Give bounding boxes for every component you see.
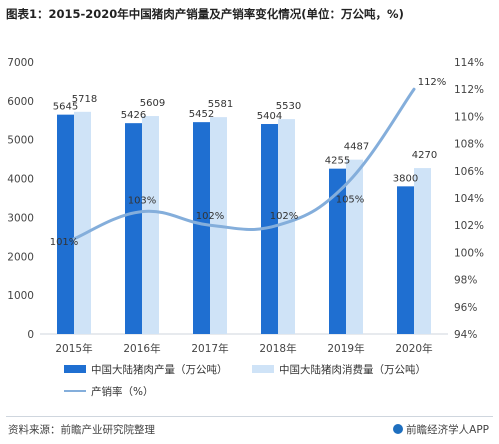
y-right-tick-label: 96% <box>454 302 477 314</box>
y-left-tick-label: 1000 <box>7 290 34 302</box>
brand-credit: 前瞻经济学人APP <box>393 422 489 437</box>
data-label-rate: 103% <box>128 196 157 207</box>
bar-production <box>193 122 210 335</box>
legend-item-production: 中国大陆猪肉产量（万公吨） <box>64 362 228 377</box>
legend-swatch-consumption <box>252 365 274 373</box>
brand-logo-icon <box>393 424 404 434</box>
bar-consumption <box>74 111 91 335</box>
y-left-tick-label: 3000 <box>7 212 34 224</box>
data-label-rate: 105% <box>336 194 365 205</box>
data-label-production: 5404 <box>257 111 282 122</box>
y-right-tick-label: 100% <box>454 247 484 259</box>
data-label-consumption: 4487 <box>344 142 369 153</box>
x-tick-label: 2016年 <box>123 342 160 355</box>
legend-swatch-rate <box>64 390 86 392</box>
bar-production <box>397 186 414 334</box>
data-label-rate: 102% <box>196 211 225 222</box>
data-label-production: 5452 <box>189 109 214 120</box>
bar-consumption <box>346 159 363 334</box>
source-note: 资料来源：前瞻产业研究院整理 <box>8 424 155 436</box>
y-left-tick-label: 0 <box>27 329 34 341</box>
bar-production <box>57 114 74 334</box>
chart-title: 图表1：2015-2020年中国猪肉产销量及产销率变化情况(单位：万公吨，%) <box>6 7 404 21</box>
legend-label-rate: 产销率（%） <box>91 386 154 398</box>
y-right-tick-label: 112% <box>454 84 484 96</box>
data-label-consumption: 5581 <box>208 99 233 110</box>
data-label-production: 5645 <box>53 102 78 113</box>
data-label-consumption: 4270 <box>412 150 437 161</box>
y-left-tick-label: 2000 <box>7 251 34 263</box>
data-label-production: 3800 <box>393 173 418 184</box>
x-tick-label: 2018年 <box>259 342 296 355</box>
brand-name: 前瞻经济学人APP <box>406 424 489 436</box>
data-label-consumption: 5530 <box>276 101 301 112</box>
x-tick-label: 2015年 <box>55 342 92 355</box>
data-label-rate: 102% <box>270 211 299 222</box>
y-left-tick-label: 6000 <box>7 96 34 108</box>
y-right-tick-label: 104% <box>454 193 484 205</box>
data-label-production: 5426 <box>121 110 146 121</box>
data-label-consumption: 5609 <box>140 98 165 109</box>
legend-item-consumption: 中国大陆猪肉消费量（万公吨） <box>252 362 426 377</box>
rate-line <box>72 87 416 241</box>
data-label-consumption: 5718 <box>72 94 97 105</box>
legend-label-production: 中国大陆猪肉产量（万公吨） <box>91 364 228 376</box>
bar-consumption <box>414 168 431 334</box>
data-label-rate: 101% <box>50 237 79 248</box>
bar-production <box>329 168 346 334</box>
bar-production <box>261 124 278 335</box>
y-right-tick-label: 102% <box>454 220 484 232</box>
y-left-tick-label: 4000 <box>7 174 34 186</box>
data-label-production: 4255 <box>325 156 350 167</box>
bar-consumption <box>278 119 295 335</box>
y-left-tick-label: 7000 <box>7 57 34 69</box>
footer-divider <box>6 416 493 417</box>
legend-swatch-production <box>64 365 86 373</box>
y-left-tick-label: 5000 <box>7 135 34 147</box>
legend-label-consumption: 中国大陆猪肉消费量（万公吨） <box>279 364 426 376</box>
y-right-tick-label: 114% <box>454 57 484 69</box>
x-tick-label: 2019年 <box>327 342 364 355</box>
legend-item-rate: 产销率（%） <box>64 384 153 399</box>
x-tick-label: 2017年 <box>191 342 228 355</box>
y-right-tick-label: 108% <box>454 139 484 151</box>
y-right-tick-label: 110% <box>454 111 484 123</box>
x-tick-label: 2020年 <box>395 342 432 355</box>
data-label-rate: 112% <box>418 77 447 88</box>
y-right-tick-label: 94% <box>454 329 477 341</box>
y-right-tick-label: 106% <box>454 166 484 178</box>
bar-production <box>125 123 142 335</box>
bar-consumption <box>142 116 159 334</box>
y-right-tick-label: 98% <box>454 275 477 287</box>
